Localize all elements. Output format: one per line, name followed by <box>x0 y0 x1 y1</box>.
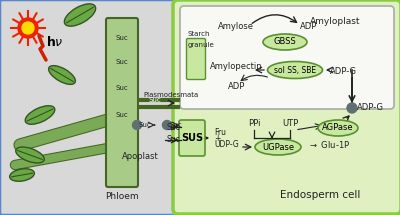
Text: granule: granule <box>188 42 215 48</box>
Text: Amylopectin: Amylopectin <box>210 62 263 71</box>
Text: Suc: Suc <box>170 122 182 128</box>
Circle shape <box>162 120 172 129</box>
Ellipse shape <box>255 139 301 155</box>
FancyBboxPatch shape <box>179 120 205 156</box>
Text: ADP: ADP <box>228 82 245 91</box>
FancyBboxPatch shape <box>106 18 138 187</box>
Text: GBSS: GBSS <box>274 37 296 46</box>
Text: ADP-G: ADP-G <box>330 67 357 76</box>
Text: ADP-G: ADP-G <box>357 103 384 112</box>
Text: Amyloplast: Amyloplast <box>310 17 360 26</box>
FancyBboxPatch shape <box>173 0 400 214</box>
Text: PPi: PPi <box>248 119 260 128</box>
Text: Endosperm cell: Endosperm cell <box>280 190 360 200</box>
Ellipse shape <box>25 106 55 124</box>
Text: Suc: Suc <box>149 97 161 103</box>
Ellipse shape <box>10 169 34 181</box>
Ellipse shape <box>263 34 307 50</box>
Circle shape <box>132 120 142 129</box>
Text: sol SS, SBE: sol SS, SBE <box>274 66 316 75</box>
Text: Suc: Suc <box>116 112 128 118</box>
Text: $\rightarrow$ Glu-1P: $\rightarrow$ Glu-1P <box>308 140 350 150</box>
Circle shape <box>347 103 357 113</box>
FancyBboxPatch shape <box>186 38 206 80</box>
Circle shape <box>22 22 34 34</box>
Text: AGPase: AGPase <box>322 123 354 132</box>
Text: +: + <box>214 134 220 143</box>
Text: SUS: SUS <box>181 133 203 143</box>
Text: Suc: Suc <box>116 59 128 65</box>
Text: UDP-G: UDP-G <box>214 140 239 149</box>
Text: Suc: Suc <box>116 85 128 91</box>
Ellipse shape <box>318 120 358 136</box>
FancyBboxPatch shape <box>180 6 394 109</box>
Text: Suc: Suc <box>166 135 180 144</box>
Text: UTP: UTP <box>282 119 298 128</box>
Ellipse shape <box>268 61 322 78</box>
Text: Starch: Starch <box>188 31 210 37</box>
Text: UGPase: UGPase <box>262 143 294 152</box>
Text: Suc: Suc <box>116 35 128 41</box>
Text: ADP: ADP <box>300 22 317 31</box>
Circle shape <box>18 18 38 38</box>
Text: Suc: Suc <box>166 123 180 132</box>
Ellipse shape <box>16 147 44 163</box>
Text: Fru: Fru <box>214 128 226 137</box>
Text: Amylose: Amylose <box>218 22 254 31</box>
Text: h$\nu$: h$\nu$ <box>46 35 64 49</box>
Text: Suc: Suc <box>139 122 151 128</box>
Ellipse shape <box>49 66 75 84</box>
Text: Plasmodesmata: Plasmodesmata <box>143 92 198 98</box>
Text: Phloem: Phloem <box>105 192 139 201</box>
Ellipse shape <box>64 4 96 26</box>
Text: Apoplast: Apoplast <box>122 152 158 161</box>
